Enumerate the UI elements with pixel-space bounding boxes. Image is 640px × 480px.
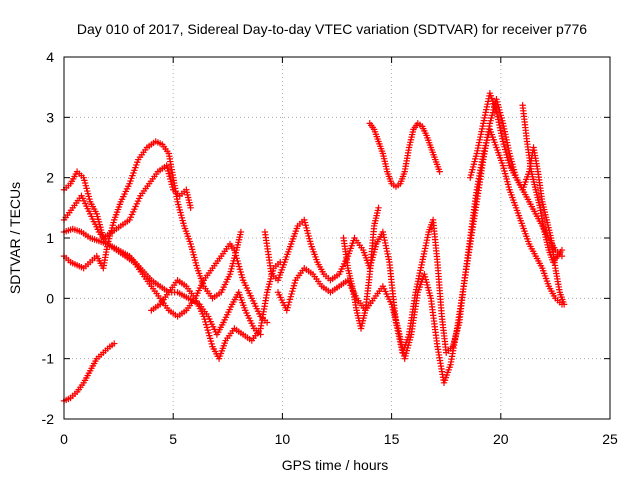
- gridlines: [64, 57, 610, 419]
- series-track-k: [519, 102, 566, 266]
- y-tick-label: 2: [46, 170, 54, 186]
- series-track-a: [60, 162, 194, 242]
- y-tick-label: -1: [42, 351, 55, 367]
- data-point: [436, 168, 443, 175]
- x-tick-label: 25: [602, 431, 618, 447]
- data-point: [290, 282, 298, 289]
- data-point: [231, 249, 239, 257]
- data-point: [263, 319, 271, 326]
- series-track-j: [467, 90, 568, 308]
- data-point: [203, 324, 211, 331]
- data-point: [560, 301, 568, 308]
- data-point: [558, 246, 566, 254]
- x-tick-label: 10: [275, 431, 291, 447]
- data-point: [237, 268, 244, 276]
- data-point: [231, 246, 238, 254]
- data-points: [60, 90, 568, 405]
- series-track-i: [366, 120, 443, 190]
- data-point: [288, 290, 295, 298]
- data-point: [205, 329, 212, 337]
- data-point: [200, 313, 207, 320]
- y-tick-label: 1: [46, 230, 54, 246]
- data-point: [291, 279, 298, 287]
- y-tick-label: 4: [46, 49, 54, 65]
- data-point: [236, 266, 244, 273]
- series-track-c: [60, 138, 245, 302]
- data-point: [201, 315, 208, 323]
- data-point: [286, 296, 294, 303]
- data-point: [289, 288, 296, 295]
- x-axis-label: GPS time / hours: [282, 457, 389, 473]
- data-point: [206, 335, 214, 342]
- x-tick-label: 0: [60, 431, 68, 447]
- data-point: [285, 298, 293, 306]
- y-axis-label: SDTVAR / TECUs: [7, 182, 23, 294]
- x-axis-ticks: 0 5 10 15 20 25: [60, 57, 618, 447]
- data-point: [232, 252, 240, 259]
- data-point: [234, 257, 241, 265]
- series-track-f: [148, 258, 284, 362]
- data-point: [284, 304, 291, 311]
- data-point: [235, 260, 242, 267]
- data-point: [235, 263, 243, 270]
- y-tick-label: 3: [46, 109, 54, 125]
- y-tick-label: -2: [42, 411, 55, 427]
- data-point: [287, 293, 294, 300]
- data-point: [208, 340, 215, 348]
- data-point: [239, 274, 246, 281]
- data-point: [238, 271, 245, 278]
- y-axis-ticks: -2 -1 0 1 2 3 4: [42, 49, 610, 427]
- data-point: [187, 204, 194, 212]
- data-point: [285, 301, 292, 309]
- chart-title: Day 010 of 2017, Sidereal Day-to-day VTE…: [77, 21, 587, 37]
- x-tick-label: 15: [384, 431, 400, 447]
- data-point: [207, 337, 215, 345]
- series-track-l: [340, 204, 382, 332]
- x-tick-label: 5: [169, 431, 177, 447]
- y-tick-label: 0: [46, 290, 54, 306]
- data-point: [202, 318, 209, 326]
- data-point: [111, 340, 118, 347]
- data-point: [257, 331, 264, 338]
- data-point: [283, 307, 290, 314]
- series-track-h: [274, 126, 566, 386]
- series-track-e: [60, 340, 118, 405]
- x-tick-label: 20: [493, 431, 509, 447]
- data-point: [206, 332, 213, 339]
- data-point: [237, 228, 245, 236]
- data-point: [202, 321, 210, 328]
- data-point: [375, 204, 382, 212]
- data-point: [204, 326, 211, 334]
- data-point: [289, 285, 297, 292]
- data-point: [233, 255, 240, 262]
